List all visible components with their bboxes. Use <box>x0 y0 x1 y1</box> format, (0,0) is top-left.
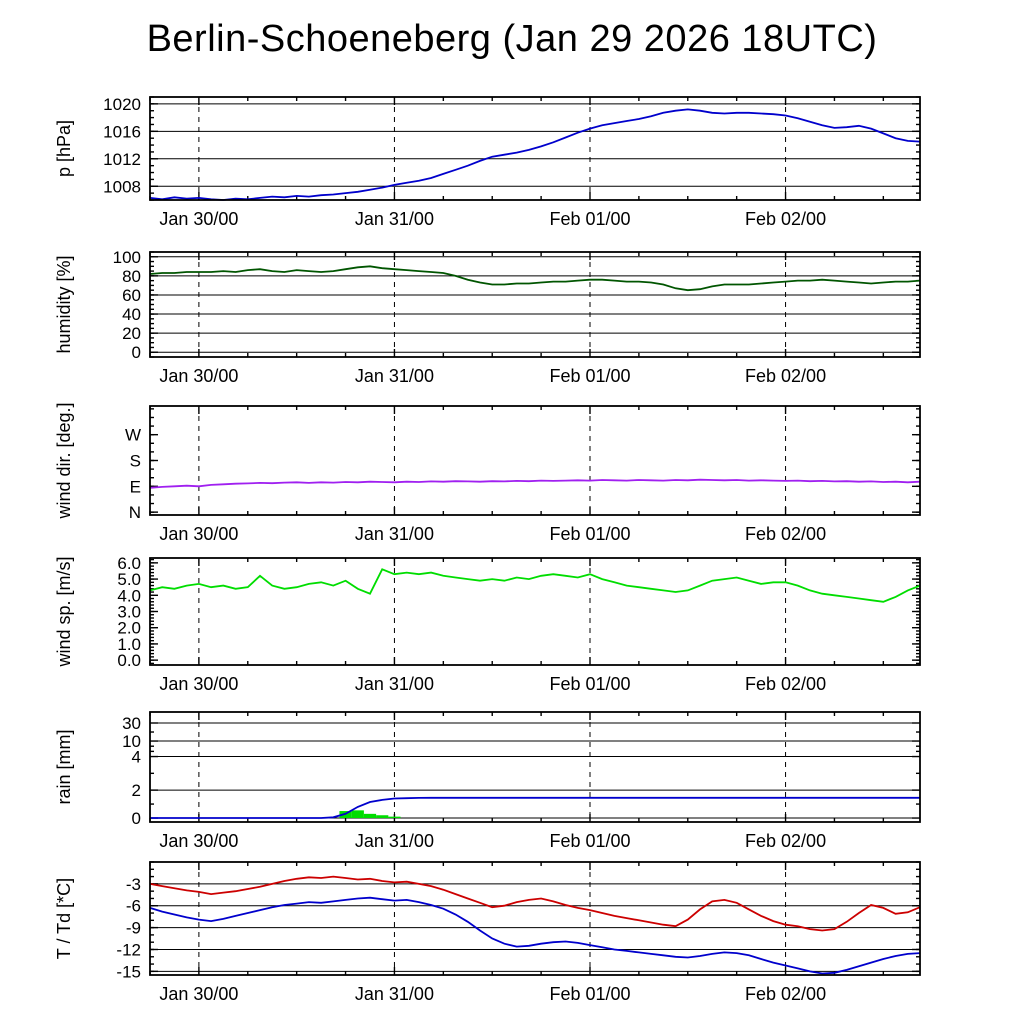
y-axis-label: humidity [%] <box>54 255 74 353</box>
x-tick-label: Feb 02/00 <box>745 209 826 229</box>
y-tick-label: -9 <box>126 919 141 938</box>
rain-bar <box>376 815 389 819</box>
y-tick-label: 2.0 <box>117 619 141 638</box>
x-tick-label: Jan 30/00 <box>159 831 238 851</box>
chart-title: Berlin-Schoeneberg (Jan 29 2026 18UTC) <box>146 18 878 60</box>
y-tick-label: 0.0 <box>117 651 141 670</box>
x-tick-label: Feb 02/00 <box>745 674 826 694</box>
wind-speed-line-wind-speed <box>149 568 921 603</box>
y-tick-label: 4.0 <box>117 586 141 605</box>
panel-border <box>149 251 921 358</box>
rain-bar <box>363 813 377 819</box>
x-tick-label: Feb 02/00 <box>745 831 826 851</box>
y-tick-label: E <box>130 477 141 496</box>
panel-border <box>149 557 921 666</box>
x-tick-label: Jan 31/00 <box>355 366 434 386</box>
panel-temperature: -3 -6 -9 -12 -15 Jan 30/00 Jan 31/00 Feb 01/00 F… <box>54 861 921 1004</box>
x-tick-label: Feb 01/00 <box>549 366 630 386</box>
y-tick-label: S <box>130 452 141 471</box>
y-tick-label: 100 <box>113 248 141 267</box>
panel-wind-speed: 0.01.02.03.04.05.06.0 Jan 30/00 Jan 31/00 F… <box>54 554 921 694</box>
x-tick-label: Jan 30/00 <box>159 366 238 386</box>
y-tick-label: 40 <box>122 305 141 324</box>
y-tick-label: 0 <box>132 343 141 362</box>
y-tick-label: 1012 <box>103 150 141 169</box>
y-tick-label: -3 <box>126 875 141 894</box>
rain-bar <box>351 810 364 819</box>
y-tick-label: 60 <box>122 286 141 305</box>
temperature-line-temperature <box>149 875 921 932</box>
x-tick-label: Jan 30/00 <box>159 674 238 694</box>
x-tick-label: Feb 02/00 <box>745 366 826 386</box>
pressure-line-pressure <box>149 108 921 201</box>
y-tick-label: 20 <box>122 324 141 343</box>
y-tick-label: 30 <box>122 714 141 733</box>
x-tick-label: Jan 30/00 <box>159 984 238 1004</box>
x-tick-label: Feb 01/00 <box>549 524 630 544</box>
x-tick-label: Jan 31/00 <box>355 674 434 694</box>
rain-line-accumulated-rain <box>150 796 920 819</box>
y-tick-label: 4 <box>132 748 141 767</box>
y-tick-label: 2 <box>132 781 141 800</box>
panel-border <box>149 711 921 823</box>
x-tick-label: Feb 01/00 <box>549 984 630 1004</box>
y-axis-label: p [hPa] <box>54 120 74 177</box>
y-tick-label: W <box>125 426 141 445</box>
x-tick-label: Feb 02/00 <box>745 524 826 544</box>
x-tick-label: Feb 02/00 <box>745 984 826 1004</box>
y-tick-label: N <box>129 503 141 522</box>
y-tick-label: 3.0 <box>117 603 141 622</box>
x-tick-label: Jan 30/00 <box>159 524 238 544</box>
x-tick-label: Jan 30/00 <box>159 209 238 229</box>
y-tick-label: 0 <box>132 809 141 828</box>
temperature-line-dewpoint <box>149 896 921 975</box>
x-tick-label: Jan 31/00 <box>355 209 434 229</box>
panel-pressure: 1008 1012 1016 1020 Jan 30/00 Jan 31/00 Feb 01… <box>54 95 921 229</box>
x-tick-label: Feb 01/00 <box>549 831 630 851</box>
y-tick-label: -6 <box>126 897 141 916</box>
y-tick-label: 1008 <box>103 177 141 196</box>
x-tick-label: Feb 01/00 <box>549 209 630 229</box>
x-tick-label: Jan 31/00 <box>355 984 434 1004</box>
y-axis-label: rain [mm] <box>54 729 74 804</box>
y-tick-label: -15 <box>116 962 141 981</box>
y-axis-label: wind sp. [m/s] <box>54 556 74 667</box>
y-axis-label: wind dir. [deg.] <box>54 402 74 519</box>
x-tick-label: Jan 31/00 <box>355 524 434 544</box>
panel-border <box>149 405 921 516</box>
y-tick-label: 10 <box>122 732 141 751</box>
y-tick-label: 1020 <box>103 95 141 114</box>
y-tick-label: 1016 <box>103 122 141 141</box>
y-tick-label: 6.0 <box>117 554 141 573</box>
x-tick-label: Jan 31/00 <box>355 831 434 851</box>
panel-border <box>149 861 921 976</box>
y-tick-label: 1.0 <box>117 635 141 654</box>
wind-direction-line-wind-direction <box>149 478 921 489</box>
rain-bar <box>388 816 401 819</box>
panel-border <box>149 96 921 201</box>
x-tick-label: Feb 01/00 <box>549 674 630 694</box>
y-tick-label: 80 <box>122 267 141 286</box>
y-axis-label: T / Td [*C] <box>54 878 74 959</box>
humidity-line-humidity <box>149 265 921 292</box>
y-tick-label: 5.0 <box>117 570 141 589</box>
y-tick-label: -12 <box>116 940 141 959</box>
